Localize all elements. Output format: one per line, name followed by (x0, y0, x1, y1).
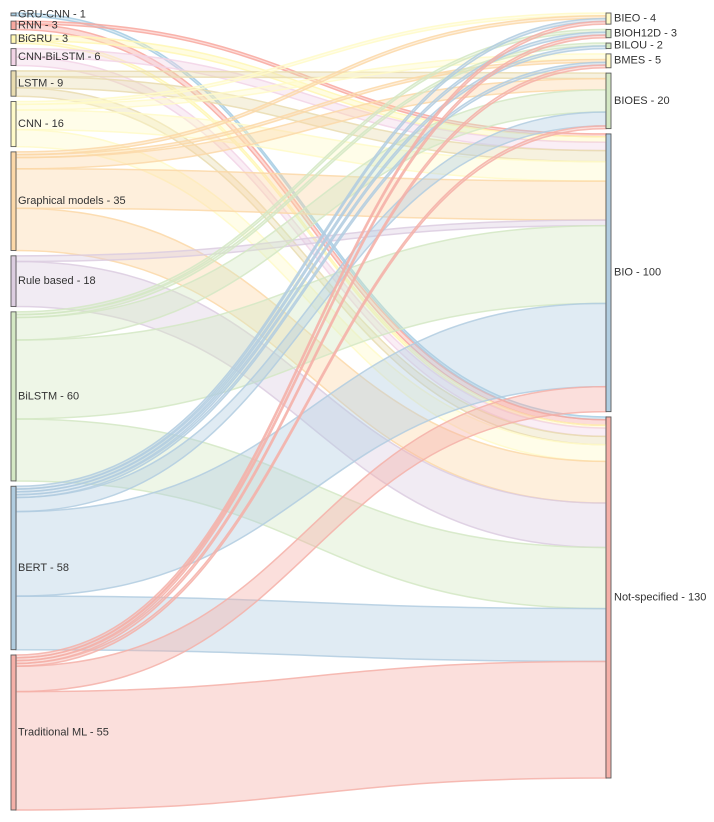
node-cnn (10, 101, 17, 148)
node-bioes (605, 72, 612, 130)
label-lstm: LSTM - 9 (18, 77, 63, 89)
node-bio (605, 133, 612, 413)
sankey-links (15, 12, 607, 811)
label-cnn-bilstm: CNN-BiLSTM - 6 (18, 51, 101, 63)
label-rule-based: Rule based - 18 (18, 275, 96, 287)
node-gru-cnn (10, 12, 17, 17)
label-bilou: BILOU - 2 (614, 40, 663, 52)
label-bilstm: BiLSTM - 60 (18, 390, 79, 402)
label-bieo: BIEO - 4 (614, 12, 656, 24)
node-bieo (605, 12, 612, 25)
node-traditional-ml (10, 654, 17, 811)
label-bmes: BMES - 5 (614, 55, 661, 67)
node-graphical-models (10, 151, 17, 251)
sankey-nodes (10, 12, 612, 811)
node-bmes (605, 53, 612, 69)
label-traditional-ml: Traditional ML - 55 (18, 726, 109, 738)
label-bigru: BiGRU - 3 (18, 33, 68, 45)
node-bigru (10, 34, 17, 44)
node-bilstm (10, 311, 17, 482)
label-bioes: BIOES - 20 (614, 95, 670, 107)
label-graphical-models: Graphical models - 35 (18, 195, 126, 207)
label-gru-cnn: GRU-CNN - 1 (18, 8, 86, 20)
node-bioh12d (605, 28, 612, 39)
node-rnn (10, 20, 17, 31)
label-cnn: CNN - 16 (18, 118, 64, 130)
flow-bert-to-not-specified (15, 595, 607, 663)
node-lstm (10, 70, 17, 97)
label-rnn: RNN - 3 (18, 19, 58, 31)
node-rule-based (10, 255, 17, 308)
label-bio: BIO - 100 (614, 267, 661, 279)
label-not-specified: Not-specified - 130 (614, 591, 706, 603)
node-bilou (605, 42, 612, 50)
node-not-specified (605, 416, 612, 779)
label-bioh12d: BIOH12D - 3 (614, 27, 677, 39)
node-cnn-bilstm (10, 48, 17, 66)
node-bert (10, 485, 17, 651)
label-bert: BERT - 58 (18, 562, 69, 574)
